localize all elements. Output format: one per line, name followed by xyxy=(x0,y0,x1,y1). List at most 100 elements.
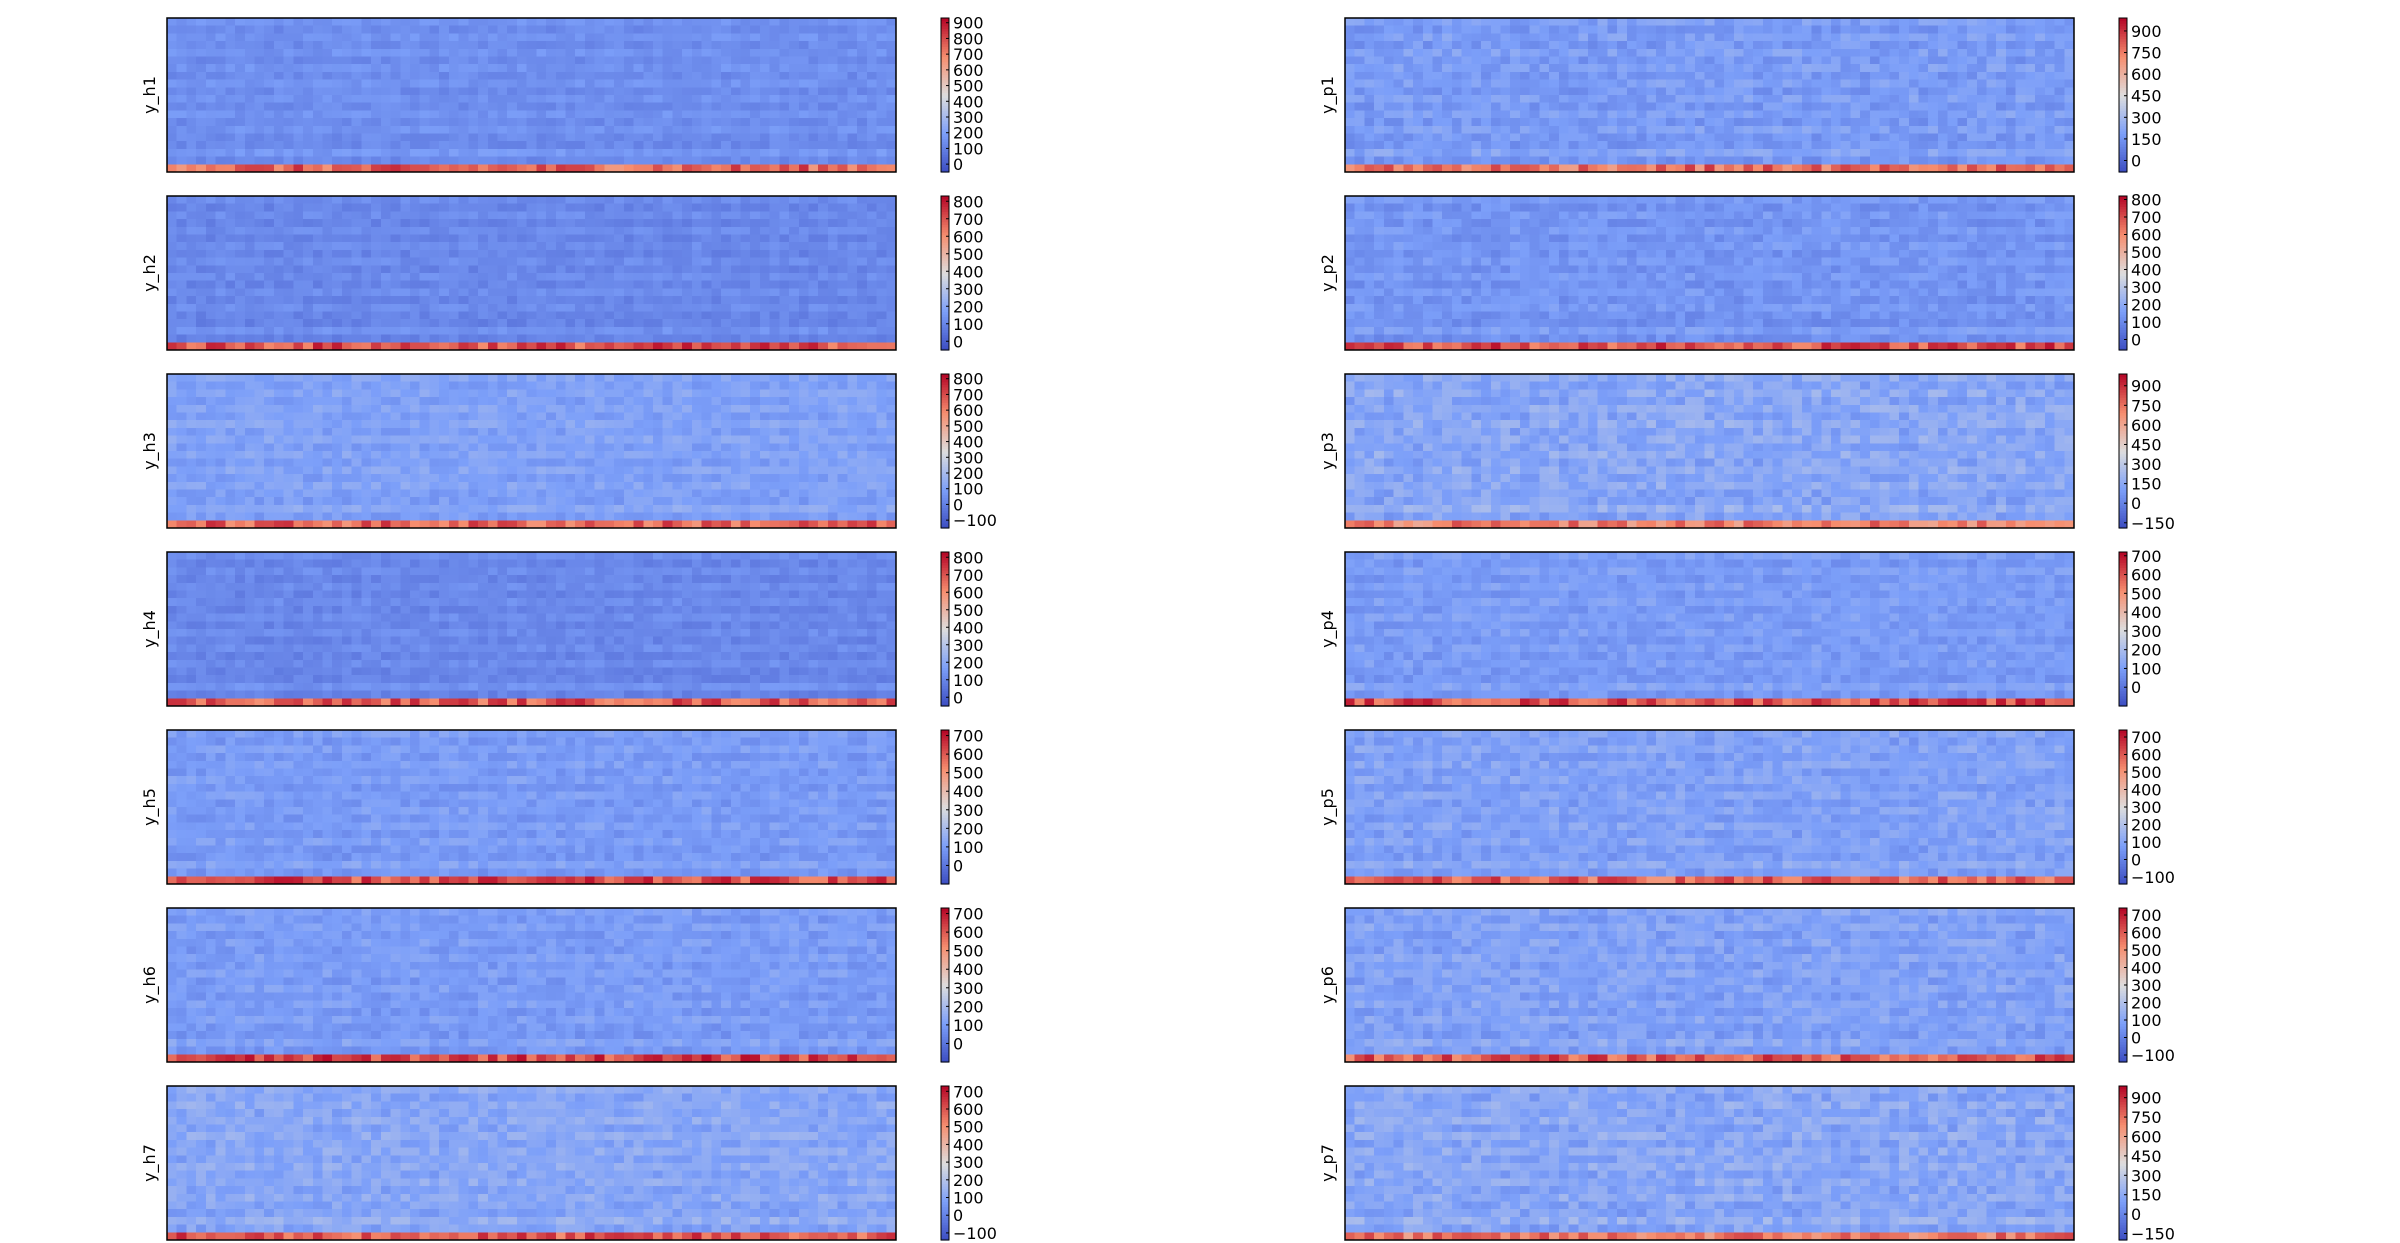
heatmap-cell xyxy=(196,110,206,118)
heatmap-cell xyxy=(740,304,750,312)
heatmap-cell xyxy=(468,304,478,312)
heatmap-cell xyxy=(770,466,780,474)
heatmap-cell xyxy=(634,41,644,49)
heatmap-cell xyxy=(711,196,721,204)
heatmap-cell xyxy=(604,265,614,273)
heatmap-cell xyxy=(391,413,401,421)
heatmap-cell xyxy=(420,41,430,49)
heatmap-cell xyxy=(507,552,517,560)
colorbar-tick-label: 500 xyxy=(953,245,984,264)
heatmap-cell xyxy=(731,436,741,444)
heatmap-cell xyxy=(634,451,644,459)
heatmap-cell xyxy=(177,490,187,498)
heatmap-cell xyxy=(429,103,439,111)
heatmap-cell xyxy=(614,389,624,397)
heatmap-cell xyxy=(711,134,721,142)
heatmap-cell xyxy=(507,413,517,421)
heatmap-cell xyxy=(391,420,401,428)
heatmap-cell xyxy=(225,41,235,49)
heatmap-cell xyxy=(818,235,828,243)
heatmap-cell xyxy=(225,134,235,142)
heatmap-cell xyxy=(274,157,284,165)
heatmap-cell xyxy=(332,103,342,111)
heatmap-cell xyxy=(371,482,381,490)
heatmap-cell xyxy=(575,397,585,405)
heatmap-cell xyxy=(624,250,634,258)
heatmap-cell xyxy=(760,72,770,80)
heatmap-cell xyxy=(653,80,663,88)
heatmap-cell xyxy=(779,26,789,34)
heatmap-cell xyxy=(770,296,780,304)
heatmap-cell xyxy=(449,196,459,204)
heatmap-cell xyxy=(517,413,527,421)
heatmap-cell xyxy=(886,436,896,444)
heatmap-cell xyxy=(186,474,196,482)
heatmap-cell xyxy=(828,413,838,421)
heatmap-cell xyxy=(293,242,303,250)
heatmap-cell xyxy=(225,196,235,204)
heatmap-cell xyxy=(799,327,809,335)
heatmap-cell xyxy=(847,242,857,250)
heatmap-cell xyxy=(527,552,537,560)
heatmap-cell xyxy=(517,474,527,482)
heatmap-cell xyxy=(721,474,731,482)
heatmap-cell xyxy=(663,265,673,273)
heatmap-cell xyxy=(293,304,303,312)
heatmap-cell xyxy=(167,443,177,451)
heatmap-cell xyxy=(468,397,478,405)
heatmap-cell xyxy=(225,413,235,421)
heatmap-cell xyxy=(400,505,410,513)
heatmap-cell xyxy=(634,420,644,428)
heatmap-cell xyxy=(264,497,274,505)
heatmap-cell xyxy=(595,405,605,413)
heatmap-cell xyxy=(857,374,867,382)
heatmap-cell xyxy=(799,552,809,560)
heatmap-cell xyxy=(245,413,255,421)
heatmap-cell xyxy=(585,567,595,575)
heatmap-cell xyxy=(828,327,838,335)
heatmap-cell xyxy=(731,304,741,312)
heatmap-cell xyxy=(556,157,566,165)
heatmap-cell xyxy=(624,382,634,390)
heatmap-cell xyxy=(672,227,682,235)
heatmap-cell xyxy=(886,250,896,258)
heatmap-cell xyxy=(585,296,595,304)
heatmap-cell xyxy=(459,49,469,57)
heatmap-cell xyxy=(342,196,352,204)
heatmap-cell xyxy=(614,335,624,343)
heatmap-cell xyxy=(527,405,537,413)
heatmap-cell xyxy=(857,18,867,26)
heatmap-cell xyxy=(799,319,809,327)
heatmap-cell xyxy=(196,281,206,289)
heatmap-cell xyxy=(313,265,323,273)
heatmap-cell xyxy=(274,405,284,413)
heatmap-cell xyxy=(682,281,692,289)
heatmap-cell xyxy=(809,273,819,281)
heatmap-cell xyxy=(342,219,352,227)
heatmap-cell xyxy=(595,258,605,266)
heatmap-cell xyxy=(235,41,245,49)
heatmap-cell xyxy=(254,382,264,390)
heatmap-cell xyxy=(779,41,789,49)
heatmap-cell xyxy=(517,567,527,575)
heatmap-cell xyxy=(624,57,634,65)
heatmap-cell xyxy=(177,41,187,49)
heatmap-cell xyxy=(721,397,731,405)
heatmap-cell xyxy=(488,382,498,390)
heatmap-cell xyxy=(750,513,760,521)
heatmap-cell xyxy=(468,211,478,219)
heatmap-cell xyxy=(692,436,702,444)
heatmap-cell xyxy=(818,149,828,157)
heatmap-cell xyxy=(692,265,702,273)
heatmap-cell xyxy=(643,72,653,80)
heatmap-cell xyxy=(381,18,391,26)
heatmap-cell xyxy=(381,490,391,498)
heatmap-cell xyxy=(828,103,838,111)
heatmap-cell xyxy=(177,382,187,390)
heatmap-cell xyxy=(206,258,216,266)
heatmap-cell xyxy=(566,497,576,505)
heatmap-cell xyxy=(361,242,371,250)
heatmap-cell xyxy=(400,227,410,235)
heatmap-cell xyxy=(585,26,595,34)
heatmap-cell xyxy=(682,219,692,227)
